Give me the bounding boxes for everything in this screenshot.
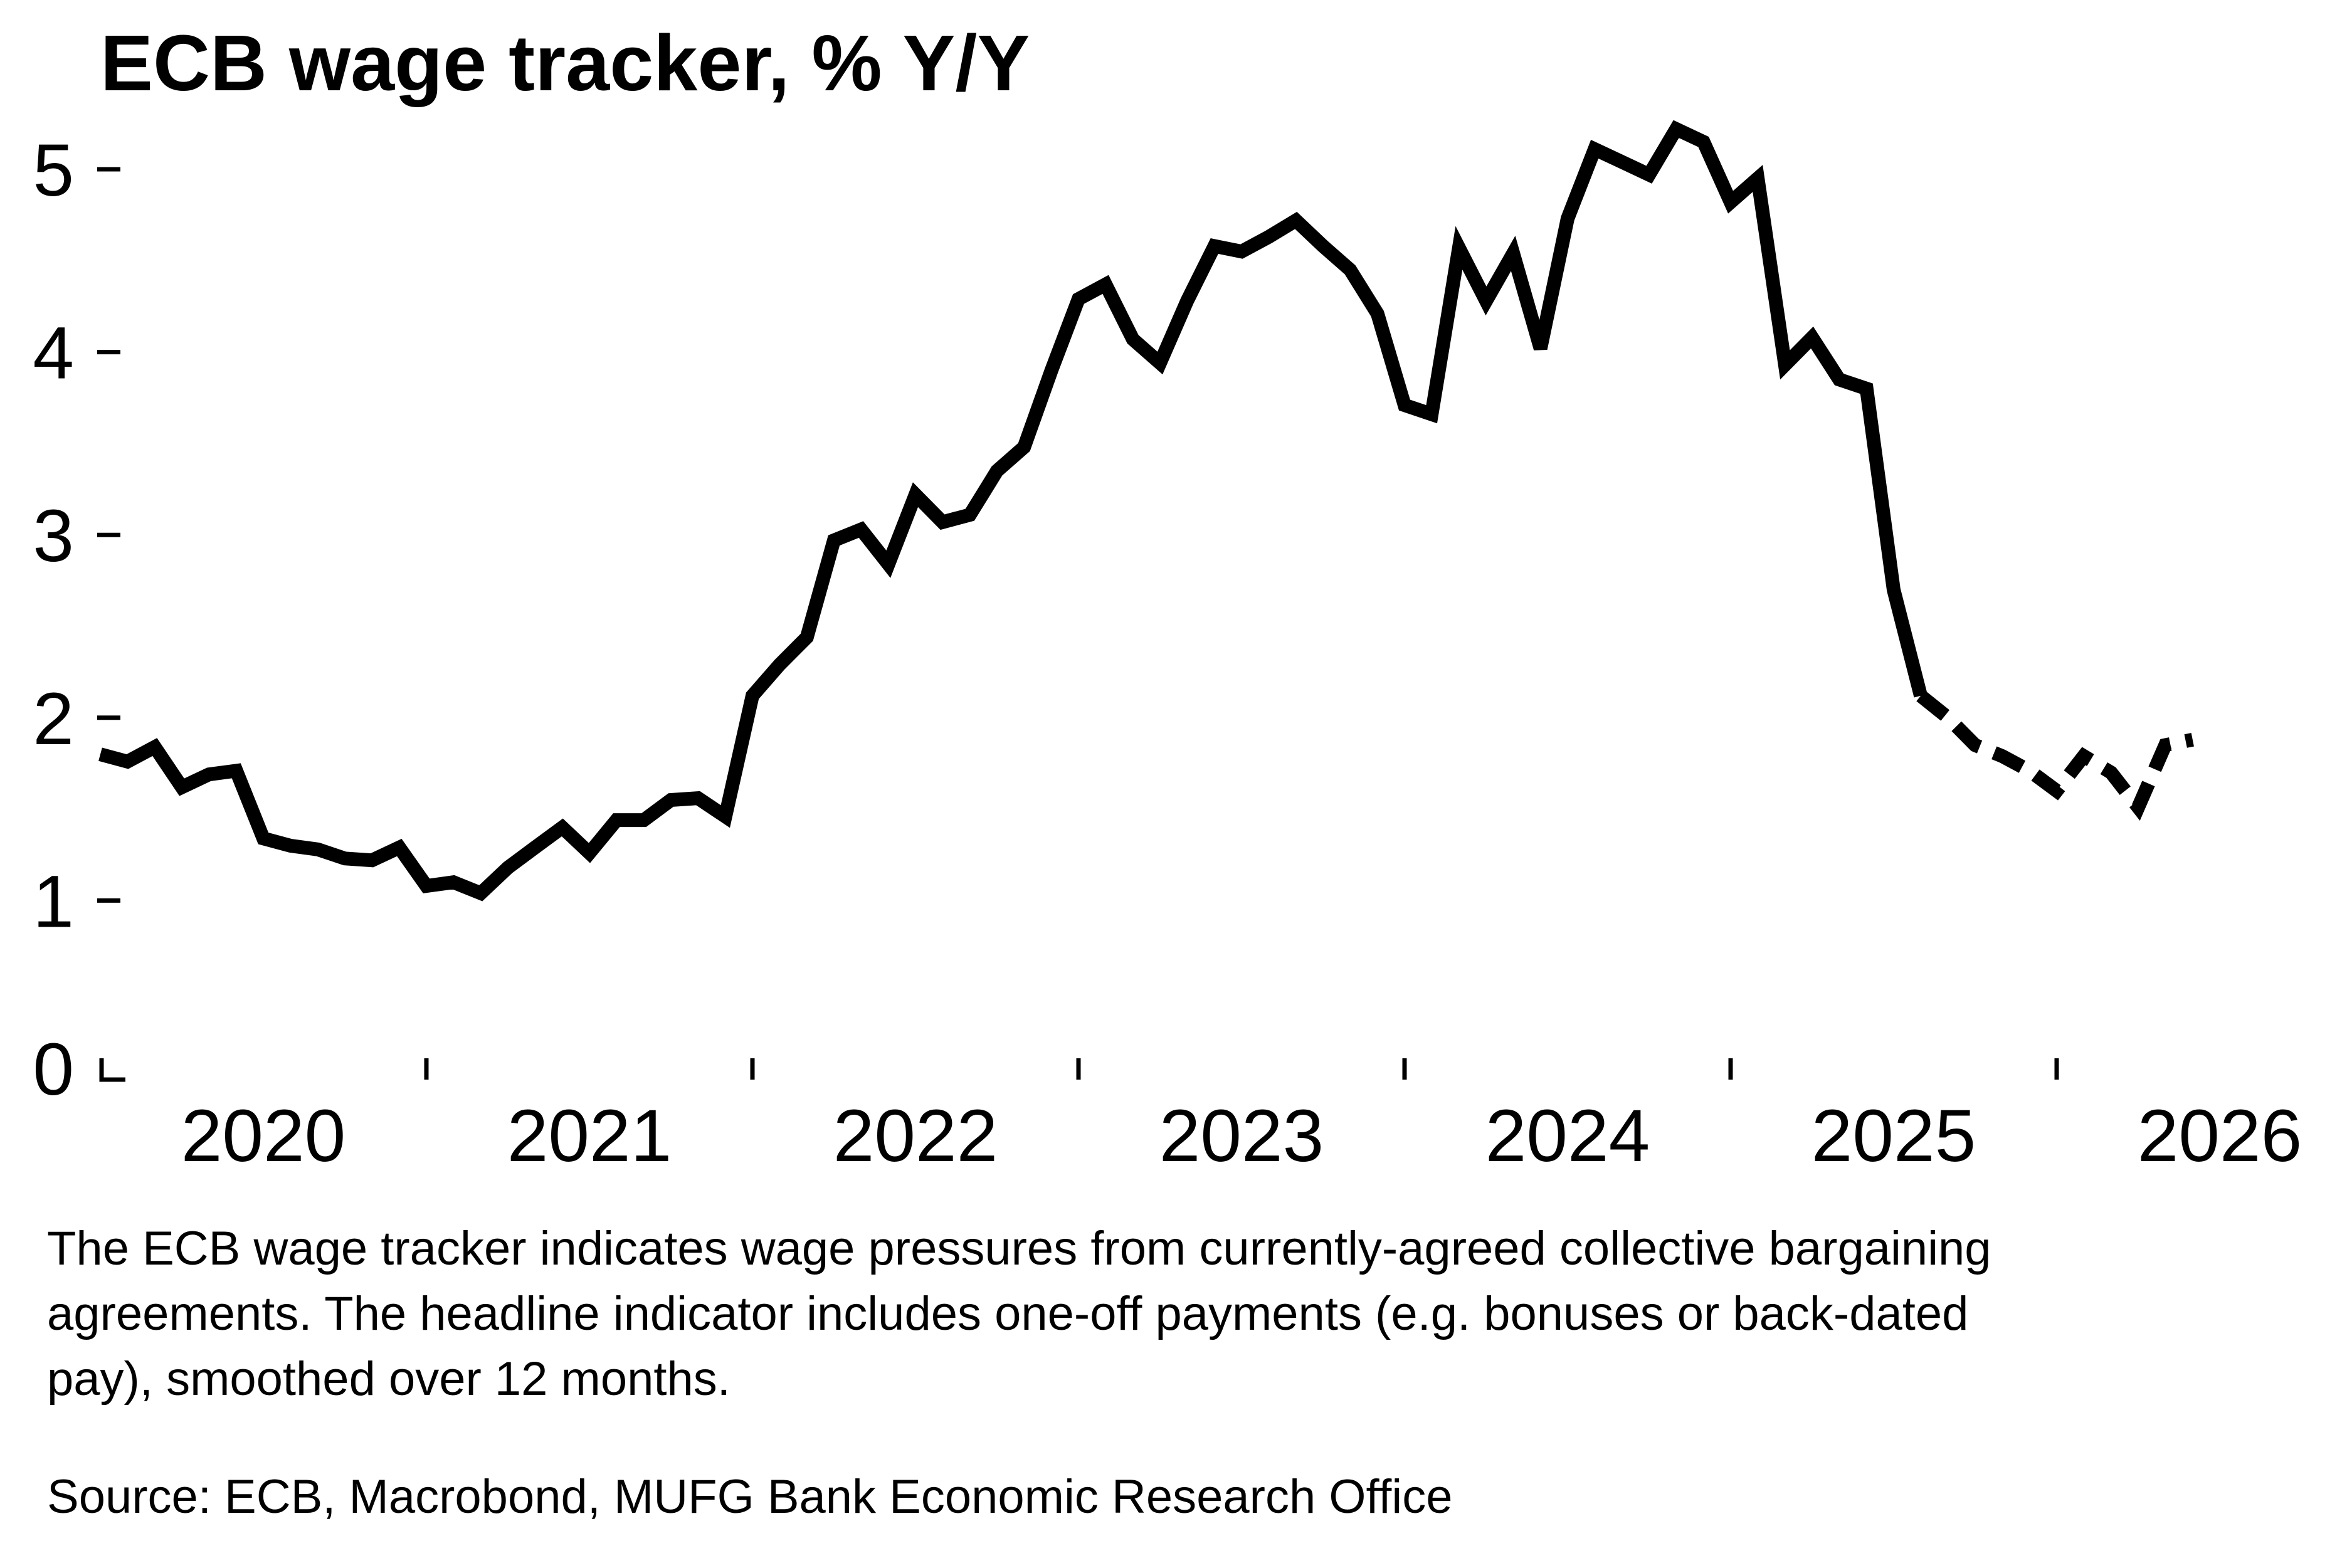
y-axis-origin-tick xyxy=(99,1058,125,1082)
footnote-line: The ECB wage tracker indicates wage pres… xyxy=(47,1222,1991,1275)
y-axis-tick-label: 1 xyxy=(33,860,74,943)
footnote: The ECB wage tracker indicates wage pres… xyxy=(47,1216,1991,1412)
chart-title: ECB wage tracker, % Y/Y xyxy=(100,19,1030,107)
y-axis-tick-label: 4 xyxy=(33,312,74,395)
x-axis-year-label: 2022 xyxy=(833,1095,998,1177)
y-axis-tick-label: 2 xyxy=(33,678,74,760)
y-axis-tick-label: 3 xyxy=(33,495,74,577)
x-axis-year-label: 2021 xyxy=(507,1095,672,1177)
x-axis-year-label: 2023 xyxy=(1159,1095,1324,1177)
y-axis-tick-label: 5 xyxy=(33,129,74,212)
x-axis-year-label: 2024 xyxy=(1485,1095,1650,1177)
y-axis-tick-label: 0 xyxy=(33,1028,74,1111)
x-axis-year-label: 2026 xyxy=(2138,1095,2302,1177)
x-axis-year-label: 2020 xyxy=(181,1095,346,1177)
x-axis-year-label: 2025 xyxy=(1811,1095,1976,1177)
source-line: Source: ECB, Macrobond, MUFG Bank Econom… xyxy=(47,1470,1453,1523)
actual-line-solid xyxy=(98,120,1927,902)
forecast-line-dashed xyxy=(1916,690,2194,821)
footnote-line: agreements. The headline indicator inclu… xyxy=(47,1287,1969,1340)
footnote-line: pay), smoothed over 12 months. xyxy=(47,1352,730,1406)
